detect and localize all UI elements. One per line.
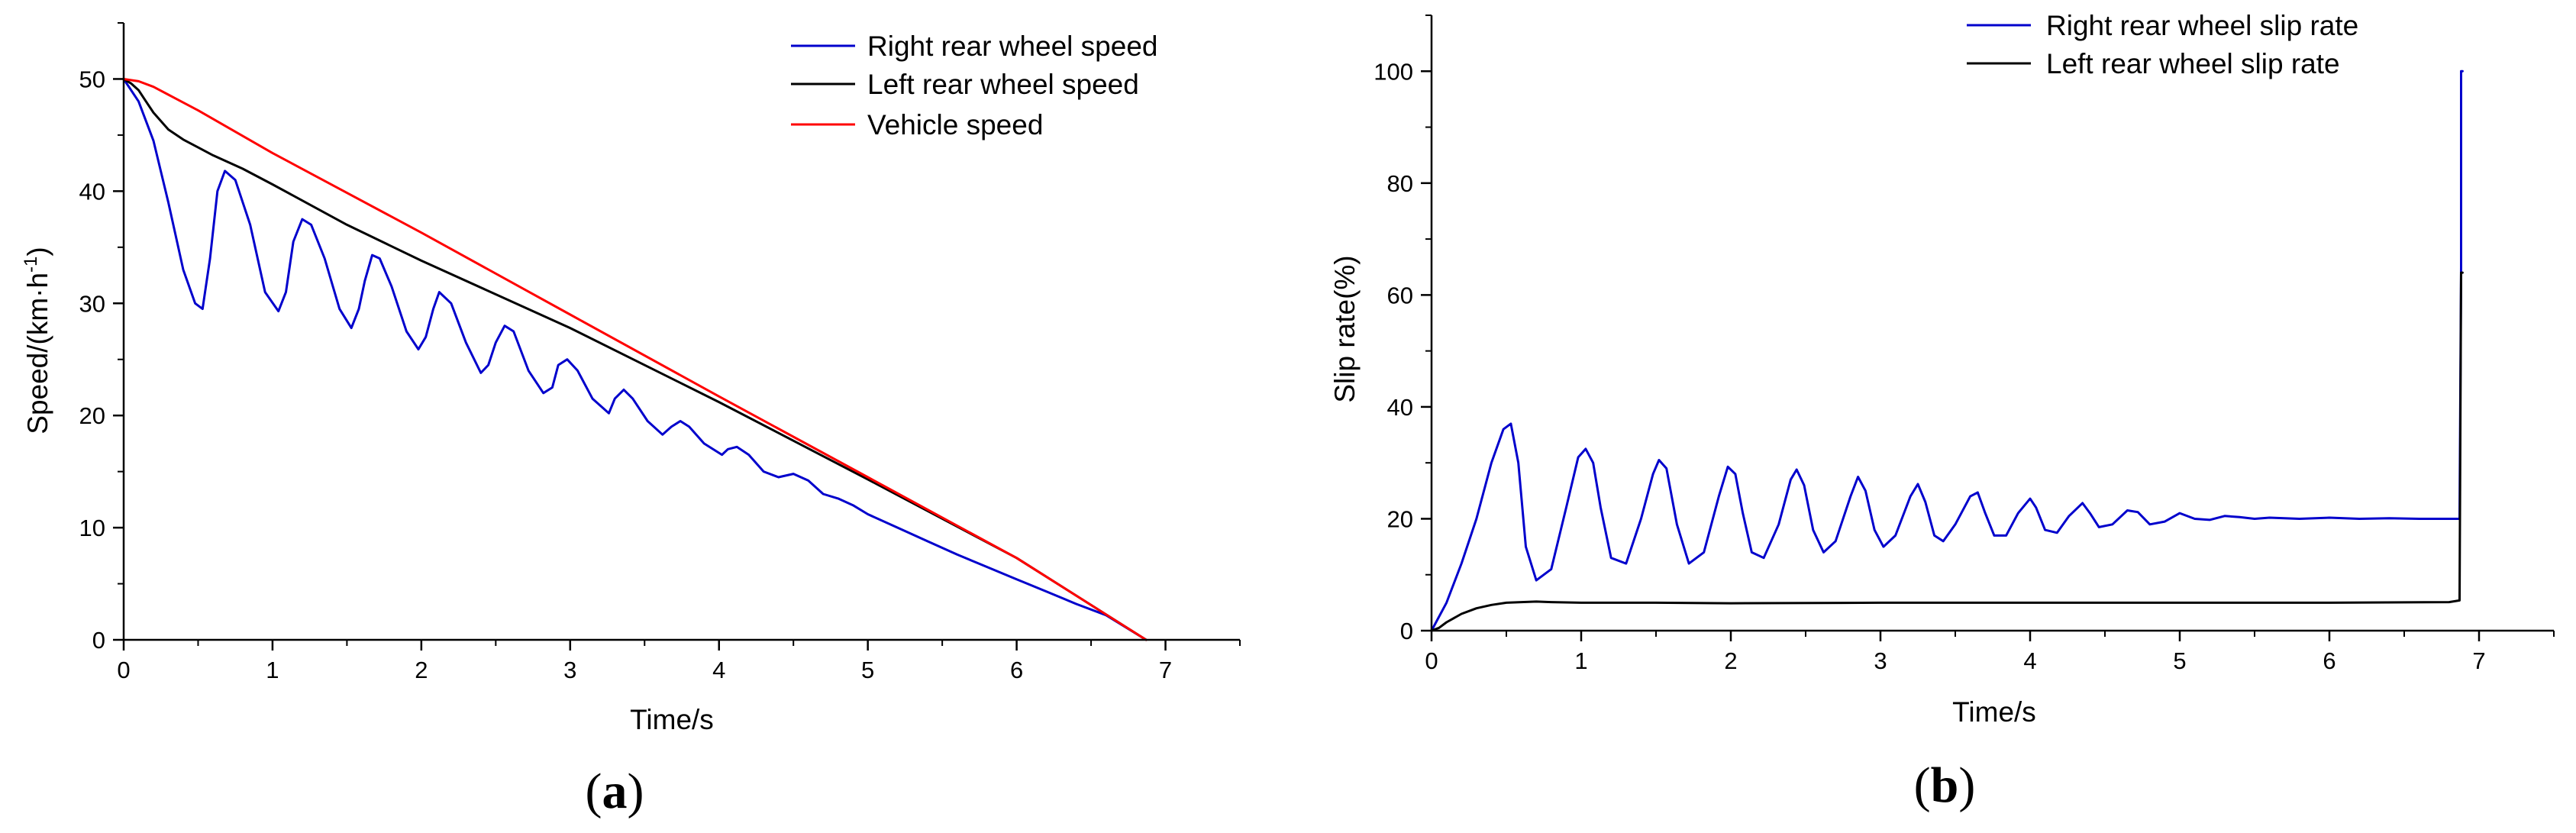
panel-b-y-tick-label: 60 [1387,282,1413,308]
panel-a-x-tick-label: 2 [415,657,428,683]
panel-a-y-axis-title-main: Speed/(km·h [22,273,53,434]
panel-b-x-tick-label: 0 [1425,647,1438,674]
panel-a-legend-label-right-rear-wheel-speed: Right rear wheel speed [867,31,1158,62]
panel-a-y-tick-label: 50 [79,66,105,92]
panel-a-label: (a) [586,764,644,819]
panel-b-legend-label-left-rear-wheel-slip-rate: Left rear wheel slip rate [2046,48,2340,79]
panel-b-x-tick-label: 1 [1574,647,1587,674]
panel-a-series-right-rear-wheel-speed [122,78,1148,641]
panel-b-legend-label-right-rear-wheel-slip-rate: Right rear wheel slip rate [2046,10,2358,41]
panel-b-series-right-rear-wheel-slip-rate [1430,69,2464,632]
panel-b-plot-area [1430,69,2464,632]
panel-a-legend: Right rear wheel speed Left rear wheel s… [791,31,1158,140]
panel-b-label: (b) [1914,757,1976,813]
panel-a-x-tick-label: 4 [712,657,725,683]
panel-b-series-left-rear-wheel-slip-rate [1430,271,2464,632]
panel-b-x-tick-label: 7 [2472,647,2485,674]
panel-b-x-tick-label: 4 [2023,647,2036,674]
panel-b-chart: 0 1 2 3 4 5 6 7 0 20 40 60 80 100 Time/s Slip rate(%)… [1329,10,2555,813]
panel-a-x-tick-label: 3 [563,657,576,683]
panel-a-x-tick-label: 1 [266,657,279,683]
panel-b-y-tick-label: 80 [1387,170,1413,197]
panel-b-ticks: 0 1 2 3 4 5 6 7 0 20 40 60 80 100 [1374,15,2555,674]
panel-b-x-tick-label: 6 [2323,647,2336,674]
panel-a-y-tick-label: 30 [79,290,105,317]
panel-a-chart: 0 1 2 3 4 5 6 7 0 10 20 30 40 50 Time/s Speed/(km·h-1… [21,22,1241,819]
panel-a-ticks: 0 1 2 3 4 5 6 7 0 10 20 30 40 50 [79,22,1241,683]
panel-a-plot-area [122,78,1148,641]
panel-b-x-tick-label: 5 [2173,647,2186,674]
panel-b-y-tick-label: 40 [1387,394,1413,421]
panel-a-series-vehicle-speed [122,78,1148,641]
panel-a-y-tick-label: 0 [92,627,105,654]
panel-a-x-tick-label: 7 [1159,657,1172,683]
panel-a-y-axis-title: Speed/(km·h-1) [21,247,53,434]
panel-a-legend-label-vehicle-speed: Vehicle speed [867,109,1043,140]
panel-a-x-tick-label: 5 [861,657,874,683]
panel-a-label-letter: a [602,764,628,819]
panel-a-legend-label-left-rear-wheel-speed: Left rear wheel speed [867,69,1139,100]
panel-a-x-tick-label: 0 [117,657,130,683]
panel-a-x-axis-title: Time/s [630,704,714,735]
panel-b-x-axis-title: Time/s [1952,696,2036,728]
panel-b-x-tick-label: 2 [1724,647,1737,674]
panel-a-y-tick-label: 40 [79,178,105,205]
panel-b-y-tick-label: 0 [1400,618,1413,644]
panel-b-y-tick-label: 100 [1374,58,1413,85]
panel-a-y-tick-label: 10 [79,515,105,541]
panel-a-y-axis-title-sup: -1 [21,257,41,273]
panel-a-x-tick-label: 6 [1010,657,1023,683]
panel-a-y-tick-label: 20 [79,402,105,429]
panel-a-y-axis-title-tail: ) [22,247,53,256]
panel-b-x-tick-label: 3 [1874,647,1887,674]
panel-b-legend: Right rear wheel slip rate Left rear whe… [1967,10,2358,79]
panel-b-y-axis-title: Slip rate(%) [1329,255,1361,402]
panel-a-series-left-rear-wheel-speed [122,78,1148,641]
panel-b-y-tick-label: 20 [1387,505,1413,532]
panel-b-label-letter: b [1931,757,1959,813]
